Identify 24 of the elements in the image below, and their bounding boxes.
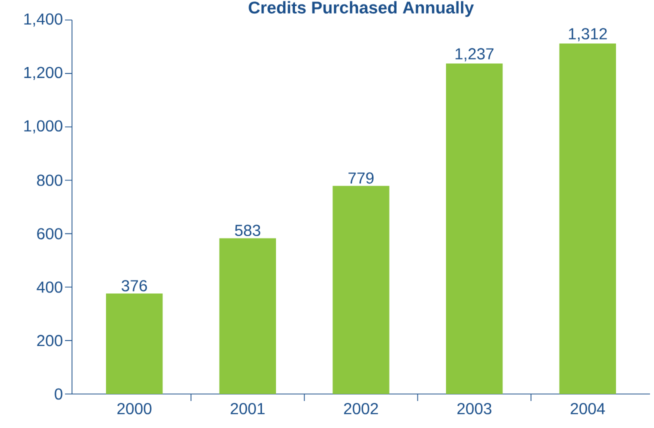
data-label: 1,237 <box>456 48 494 62</box>
chart-title: Credits Purchased Annually <box>248 1 474 17</box>
y-tick-label: 400 <box>36 282 62 293</box>
bar <box>106 294 163 394</box>
bar <box>559 44 616 394</box>
y-tick-label: 1,000 <box>24 120 62 134</box>
data-label: 583 <box>235 224 260 236</box>
y-tick-label: 800 <box>37 174 62 186</box>
y-tick-label: 200 <box>37 334 62 346</box>
x-tick-label: 2003 <box>457 403 492 414</box>
x-tick-label: 2002 <box>344 403 378 414</box>
data-label: 376 <box>122 280 147 292</box>
y-tick-label: 1,400 <box>24 13 62 27</box>
y-tick-label: 0 <box>54 388 62 400</box>
y-tick-label: 1,200 <box>24 66 62 80</box>
x-tick-label: 2001 <box>230 403 265 414</box>
y-tick-label: 600 <box>37 228 62 240</box>
x-tick-label: 2004 <box>570 403 605 414</box>
x-tick-label: 2000 <box>117 403 152 414</box>
bar <box>446 64 503 394</box>
data-label: 1,312 <box>568 28 607 42</box>
bar <box>219 238 276 394</box>
bar <box>332 186 390 394</box>
data-label: 779 <box>348 172 374 184</box>
